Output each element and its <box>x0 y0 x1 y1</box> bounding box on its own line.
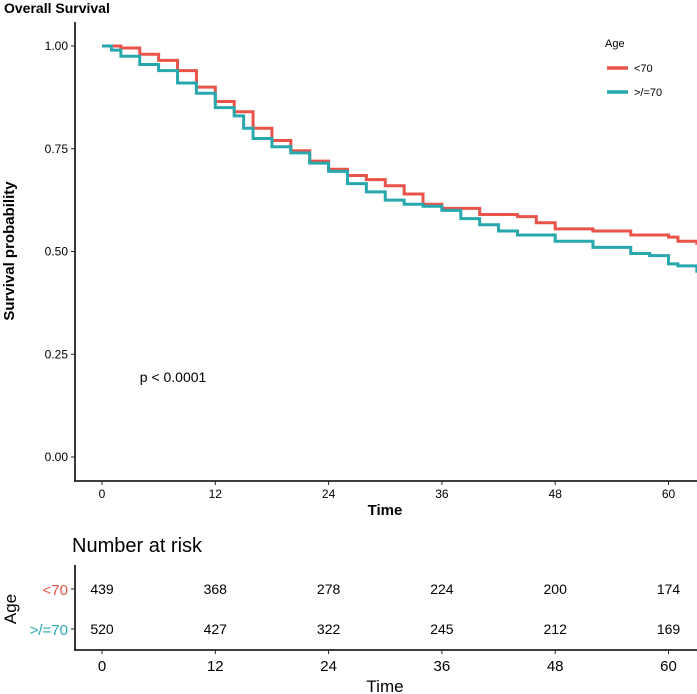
risk-count: 520 <box>90 621 114 637</box>
y-tick-label: 0.25 <box>45 347 69 361</box>
risk-count: 245 <box>430 621 454 637</box>
risk-x-tick-label: 60 <box>660 658 677 675</box>
risk-count: 169 <box>657 621 681 637</box>
chart-title: Overall Survival <box>4 0 110 16</box>
risk-table-x-label: Time <box>366 677 403 694</box>
risk-row-label-ge70: >/=70 <box>30 622 68 639</box>
risk-table: <70 439 368 278 224 200 174 >/=70 520 427 322 245 21… <box>30 565 697 675</box>
x-tick-label: 60 <box>662 487 676 501</box>
x-tick-label: 48 <box>549 487 563 501</box>
risk-count: 174 <box>657 581 681 597</box>
survival-curve-ge70 <box>102 44 697 273</box>
risk-x-tick-label: 36 <box>434 658 451 675</box>
legend-label-ge70: >/=70 <box>634 87 662 99</box>
y-tick-label: 0.75 <box>45 142 69 156</box>
legend: Age <70 >/=70 <box>605 38 662 99</box>
y-tick-label: 0.50 <box>45 245 69 259</box>
risk-x-tick-label: 12 <box>207 658 224 675</box>
risk-count: 200 <box>544 581 568 597</box>
risk-table-title: Number at risk <box>72 535 203 557</box>
risk-count: 212 <box>544 621 568 637</box>
survival-curve-lt70 <box>102 44 697 245</box>
x-axis-label: Time <box>368 502 403 519</box>
risk-x-tick-label: 0 <box>98 658 106 675</box>
y-tick-label: 1.00 <box>45 39 69 53</box>
risk-x-tick-label: 48 <box>547 658 564 675</box>
x-tick-label: 36 <box>435 487 449 501</box>
x-tick-label: 0 <box>99 487 106 501</box>
km-plot: 0.00 0.25 0.50 0.75 1.00 0 12 24 36 48 60 <box>45 22 697 501</box>
y-axis-label: Survival probability <box>1 181 18 321</box>
risk-row-label-lt70: <70 <box>43 582 68 599</box>
risk-count: 224 <box>430 581 454 597</box>
risk-x-tick-label: 24 <box>320 658 337 675</box>
risk-count: 439 <box>90 581 114 597</box>
x-tick-label: 12 <box>209 487 223 501</box>
risk-count: 278 <box>317 581 341 597</box>
x-tick-label: 24 <box>322 487 336 501</box>
legend-title: Age <box>605 38 625 50</box>
risk-table-y-label: Age <box>1 594 20 624</box>
legend-label-lt70: <70 <box>634 63 653 75</box>
y-tick-label: 0.00 <box>45 450 69 464</box>
risk-count: 427 <box>204 621 228 637</box>
risk-count: 322 <box>317 621 341 637</box>
risk-count: 368 <box>204 581 228 597</box>
p-value-annotation: p < 0.0001 <box>140 369 207 385</box>
